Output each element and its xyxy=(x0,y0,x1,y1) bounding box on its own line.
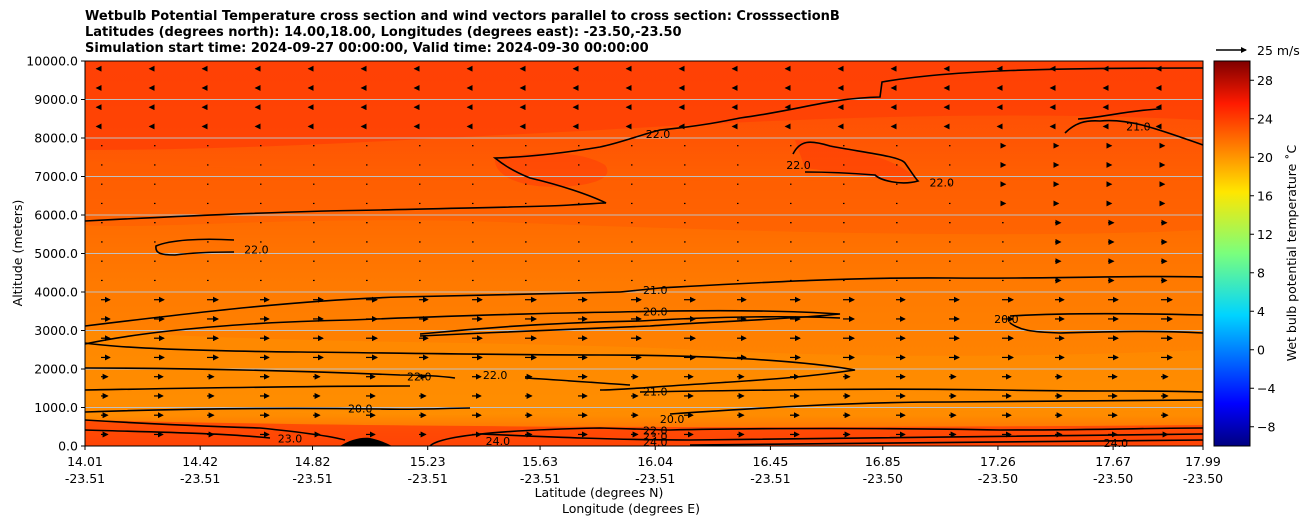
colorbar-tick-label: 28 xyxy=(1257,73,1273,88)
x-tick-lon: -23.50 xyxy=(1183,471,1223,486)
contour-line xyxy=(85,275,1203,327)
y-tick-label: 10000.0 xyxy=(26,54,78,69)
contour-label: 24.0 xyxy=(486,435,511,448)
contour-label: 20.0 xyxy=(660,413,685,426)
colorbar: −8 −4 0 4 8 12 16 20 24 28 Wet bulb potential tem… xyxy=(1213,60,1299,447)
contour-label: 24.0 xyxy=(1104,437,1129,450)
contour-label: 20.0 xyxy=(643,305,668,318)
y-tick-label: 8000.0 xyxy=(34,131,78,146)
x-tick-lon: -23.50 xyxy=(1093,471,1133,486)
contour-label: 21.0 xyxy=(643,284,668,297)
contour-line xyxy=(85,309,841,345)
colorbar-tick-label: −8 xyxy=(1257,419,1275,434)
y-tick-label: 4000.0 xyxy=(34,285,78,300)
colorbar-gradient xyxy=(1214,61,1250,446)
y-tick-label: 1000.0 xyxy=(34,400,78,415)
x-tick-lon: -23.51 xyxy=(408,471,448,486)
terrain xyxy=(340,437,392,446)
x-tick-lat: 16.45 xyxy=(753,454,789,469)
contour-label: 22.0 xyxy=(244,244,269,257)
contour-label: 22.0 xyxy=(930,176,955,189)
contour-line xyxy=(155,238,235,256)
colorbar-frame xyxy=(1213,60,1251,447)
contour-label: 20.0 xyxy=(348,402,373,415)
colorbar-tick-label: 8 xyxy=(1257,265,1265,280)
contour-lines xyxy=(85,67,1203,446)
contour-label: 20.0 xyxy=(994,313,1019,326)
contour-line xyxy=(85,407,471,413)
contour-label: 22.0 xyxy=(643,425,668,438)
contour-line xyxy=(85,429,1203,441)
title-line-3: Simulation start time: 2024-09-27 00:00:… xyxy=(85,41,649,56)
colorbar-tick-label: −4 xyxy=(1257,381,1275,396)
y-tick-label: 5000.0 xyxy=(34,246,78,261)
colorbar-ticks: −8 −4 0 4 8 12 16 20 24 28 xyxy=(1250,73,1275,434)
x-tick-lat: 17.99 xyxy=(1185,454,1221,469)
contour-line xyxy=(85,67,1203,222)
y-tick-label: 7000.0 xyxy=(34,169,78,184)
colorbar-tick-label: 24 xyxy=(1257,111,1273,126)
contour-label: 22.0 xyxy=(407,371,432,384)
x-tick-lon: -23.51 xyxy=(180,471,220,486)
x-tick-lat: 16.04 xyxy=(637,454,673,469)
colorbar-tick-label: 0 xyxy=(1257,342,1265,357)
x-tick-lat: 17.26 xyxy=(980,454,1016,469)
contour-line xyxy=(669,399,1203,415)
contour-label: 22.0 xyxy=(483,369,508,382)
x-tick-lon: -23.50 xyxy=(863,471,903,486)
wind-vectors xyxy=(95,65,1173,438)
contour-label: 22.0 xyxy=(646,128,671,141)
x-tick-lon: -23.50 xyxy=(978,471,1018,486)
y-tick-label: 9000.0 xyxy=(34,92,78,107)
contour-labels: 22.021.022.022.022.021.020.020.022.0 22.0… xyxy=(244,120,1151,450)
x-tick-lat: 16.85 xyxy=(865,454,901,469)
colorbar-label: Wet bulb potential temperature ˚C xyxy=(1284,144,1299,361)
x-tick-lon: -23.51 xyxy=(292,471,332,486)
x-tick-lat: 17.67 xyxy=(1095,454,1131,469)
x-tick-lat: 15.63 xyxy=(522,454,558,469)
x-tick-lon: -23.51 xyxy=(750,471,790,486)
y-axis-label: Altitude (meters) xyxy=(10,200,25,307)
x-tick-lat: 14.42 xyxy=(182,454,218,469)
vector-key: 25 m/s xyxy=(1216,43,1300,58)
contour-line xyxy=(85,367,631,386)
contour-label: 23.0 xyxy=(278,432,303,445)
title-line-1: Wetbulb Potential Temperature cross sect… xyxy=(85,9,840,24)
contour-label: 23.0 xyxy=(643,430,668,443)
colorbar-tick-label: 20 xyxy=(1257,150,1273,165)
gridlines xyxy=(85,99,1203,408)
contour-label: 22.0 xyxy=(786,159,811,172)
y-tick-label: 3000.0 xyxy=(34,323,78,338)
contour-line xyxy=(85,385,1203,393)
y-tick-label: 0.0 xyxy=(58,439,78,454)
x-tick-lat: 15.23 xyxy=(410,454,446,469)
y-tick-label: 2000.0 xyxy=(34,362,78,377)
x-axis-label: Latitude (degrees N) xyxy=(535,485,664,500)
contour-line xyxy=(1009,312,1203,317)
chart-title: Wetbulb Potential Temperature cross sect… xyxy=(85,9,840,57)
contour-line xyxy=(1064,119,1203,146)
y-tick-label: 6000.0 xyxy=(34,208,78,223)
contour-line xyxy=(85,419,1203,446)
vector-key-label: 25 m/s xyxy=(1257,43,1300,58)
x-tick-lat: 14.01 xyxy=(67,454,103,469)
y-axis: 0.0 1000.0 2000.0 3000.0 4000.0 5000.0 6000.0 7… xyxy=(26,54,85,454)
x-tick-lon: -23.51 xyxy=(520,471,560,486)
contour-label: 21.0 xyxy=(1126,120,1151,133)
x-tick-lat: 14.82 xyxy=(295,454,331,469)
contour-line xyxy=(1077,108,1161,120)
colorbar-tick-label: 12 xyxy=(1257,227,1273,242)
contour-line xyxy=(85,342,856,391)
contour-line xyxy=(792,141,920,184)
x-axis: 14.01 -23.51 14.42 -23.51 14.82 -23.51 15.23 -2… xyxy=(65,446,1223,486)
colorbar-tick-label: 16 xyxy=(1257,188,1273,203)
x-axis-label-2: Longitude (degrees E) xyxy=(562,501,700,516)
x-tick-lon: -23.51 xyxy=(635,471,675,486)
contour-label: 21.0 xyxy=(643,385,668,398)
title-line-2: Latitudes (degrees north): 14.00,18.00, … xyxy=(85,25,682,40)
x-tick-lon: -23.51 xyxy=(65,471,105,486)
colorbar-tick-label: 4 xyxy=(1257,304,1265,319)
contour-line xyxy=(689,439,1203,446)
